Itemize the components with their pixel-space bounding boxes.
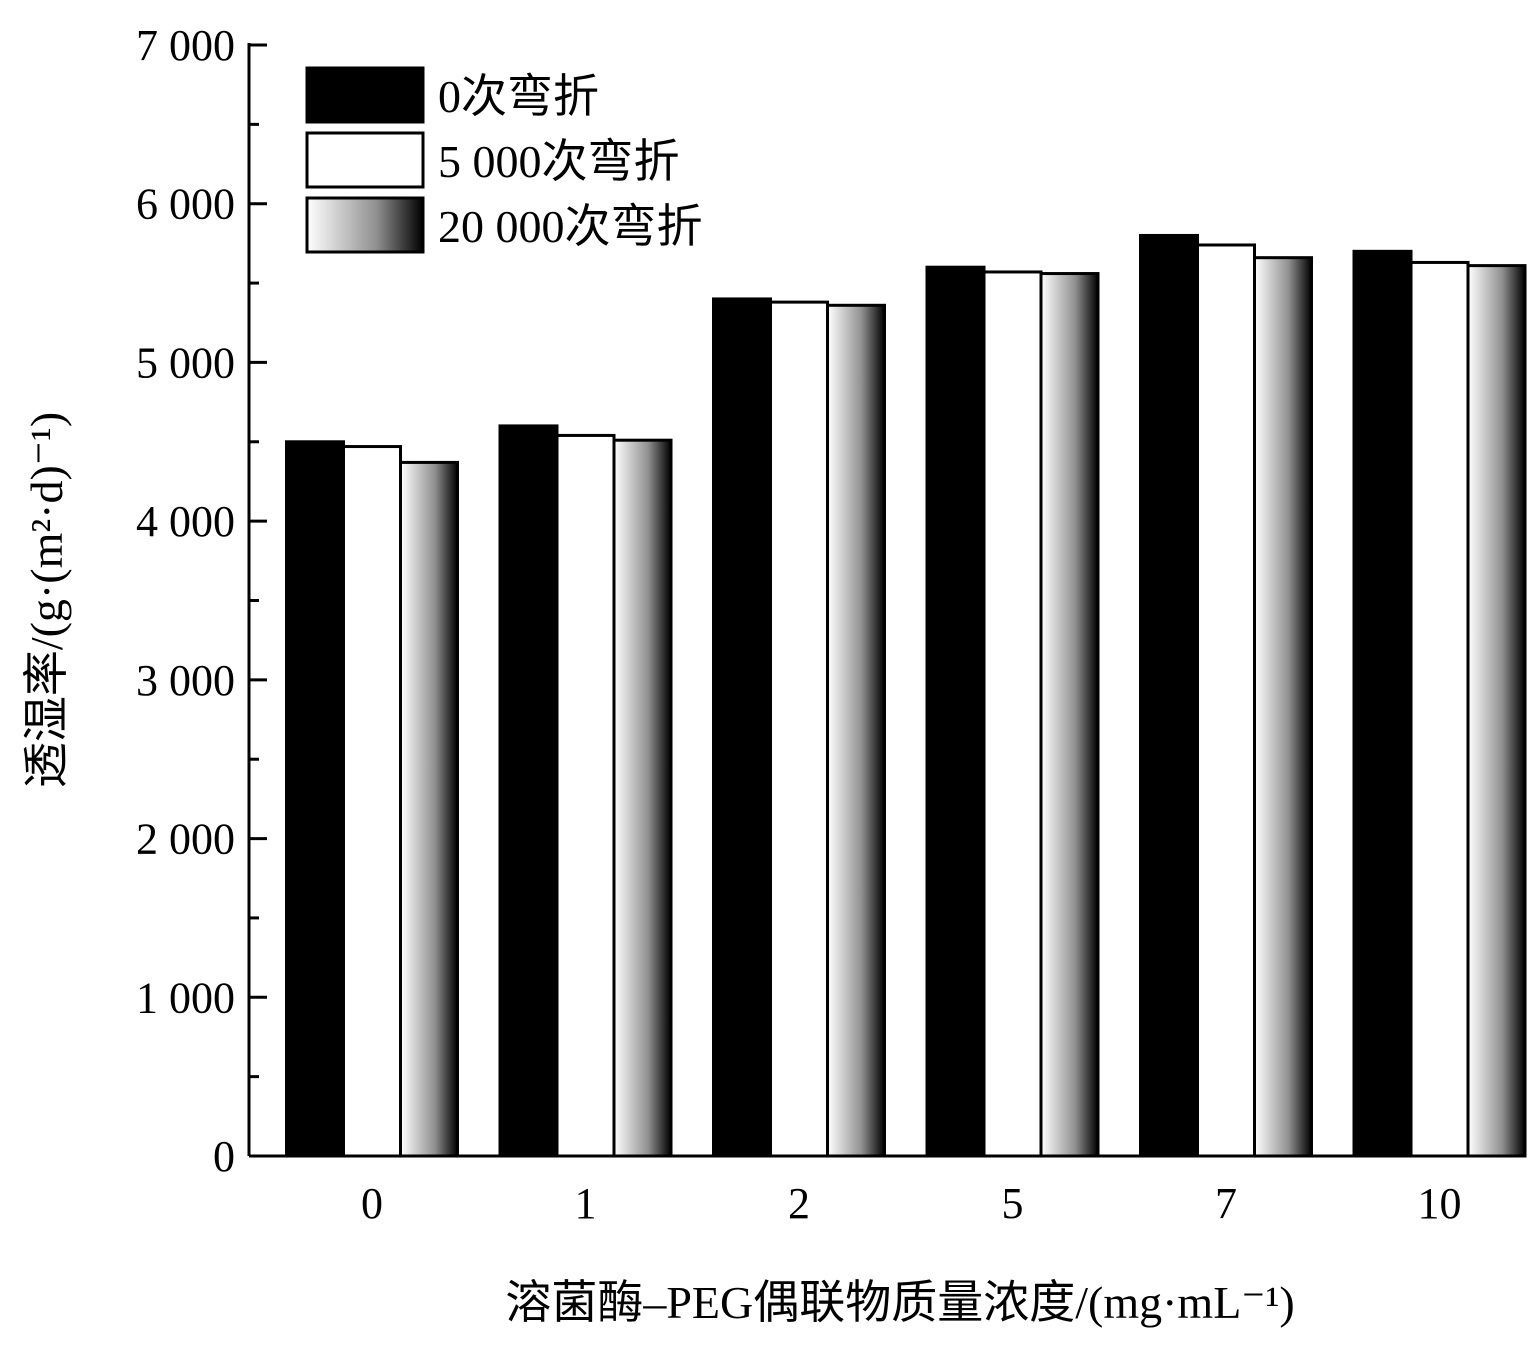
x-tick-label: 2	[788, 1179, 810, 1228]
legend-swatch-2	[305, 196, 425, 254]
legend-swatch-1	[305, 131, 425, 189]
bar-7-series-1	[1196, 243, 1256, 1158]
axes: 0 1 2 5 7 10 0 1 000 2 000 3 000 4 000 5 000 6 000 7 …	[136, 21, 1524, 1228]
y-axis-label: 透湿率/(g·(m²·d)⁻¹)	[21, 412, 72, 788]
legend-swatch-0	[305, 66, 425, 124]
bar-1-series-1	[555, 433, 616, 1158]
bar-1-series-0	[498, 424, 559, 1158]
legend-label: 20 000次弯折	[438, 201, 703, 252]
bar-5-series-2	[1039, 272, 1100, 1158]
bar-10-series-0	[1352, 249, 1413, 1158]
bar-2-series-2	[826, 303, 886, 1158]
y-tick-label: 1 000	[136, 973, 235, 1022]
legend: 0次弯折 5 000次弯折 20 000次弯折	[305, 66, 703, 254]
y-tick-label: 3 000	[136, 656, 235, 705]
bar-0-series-1	[342, 445, 402, 1158]
x-tick-label: 10	[1418, 1179, 1462, 1228]
y-tick-label: 7 000	[136, 21, 235, 70]
legend-label: 5 000次弯折	[438, 136, 680, 187]
x-axis-label: 溶菌酶–PEG偶联物质量浓度/(mg·mL⁻¹)	[505, 1277, 1294, 1328]
y-tick-label: 2 000	[136, 815, 235, 864]
bar-10-series-1	[1409, 260, 1470, 1158]
x-tick-label: 0	[361, 1179, 383, 1228]
y-tick-label: 0	[213, 1132, 235, 1181]
x-tick-label: 5	[1002, 1179, 1024, 1228]
x-tick-label: 7	[1215, 1179, 1237, 1228]
bar-10-series-2	[1466, 264, 1527, 1158]
legend-label: 0次弯折	[438, 71, 599, 122]
bar-2-series-0	[712, 297, 772, 1158]
bar-5-series-0	[925, 265, 986, 1158]
y-tick-label: 4 000	[136, 497, 235, 546]
bar-5-series-1	[982, 270, 1043, 1158]
y-tick-label: 5 000	[136, 338, 235, 387]
bar-7-series-2	[1253, 256, 1313, 1158]
bar-0-series-0	[285, 440, 345, 1158]
bar-1-series-2	[612, 438, 673, 1158]
bars-group	[285, 233, 1527, 1158]
x-tick-label: 1	[575, 1179, 597, 1228]
y-tick-label: 6 000	[136, 180, 235, 229]
bar-2-series-1	[769, 300, 829, 1158]
bar-7-series-0	[1139, 233, 1199, 1158]
bar-0-series-2	[399, 460, 459, 1158]
